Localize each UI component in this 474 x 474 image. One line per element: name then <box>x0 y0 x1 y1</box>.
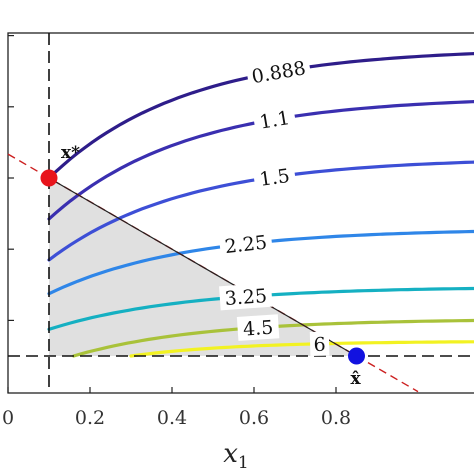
contour-label-group: 4.5 <box>236 314 280 341</box>
contour-label-text: 4.5 <box>242 317 274 341</box>
x-tick-label: 0.2 <box>75 407 105 429</box>
hat-point <box>348 347 365 365</box>
contour-label-text: 6 <box>313 334 326 356</box>
contour-label-background <box>252 162 297 192</box>
optimal-point <box>40 169 58 187</box>
contour-label-background <box>218 229 273 259</box>
x-tick-label: 0.4 <box>157 407 187 429</box>
hat-point-label: x̂ <box>351 369 362 389</box>
contour-label-group: 3.25 <box>219 282 273 311</box>
feasible-edge <box>48 177 357 357</box>
plot-frame <box>7 32 474 394</box>
x-tick-label: 0.6 <box>239 407 269 429</box>
contour-label-text: 2.25 <box>224 232 268 259</box>
contour-label-background <box>245 54 312 89</box>
contour-label-text: 1.5 <box>258 165 291 191</box>
contour-label-text: 1.1 <box>258 107 291 134</box>
contour-label-background <box>236 314 280 341</box>
contour-label-group: 6 <box>309 331 330 357</box>
contour-label-group: 1.5 <box>252 162 297 192</box>
x-axis-label: x1 <box>223 439 249 473</box>
x-tick-label: 0 <box>2 407 14 429</box>
contour-line-6 <box>129 340 474 358</box>
contour-label-group: 1.1 <box>252 104 297 135</box>
contour-label-text: 3.25 <box>224 285 268 310</box>
contour-label-background <box>219 282 273 311</box>
optimal-point-label: x* <box>61 143 80 163</box>
x-tick-label: 0.8 <box>321 407 351 429</box>
contour-label-group: 2.25 <box>218 229 273 259</box>
contour-label-background <box>252 104 297 135</box>
contour-label-background <box>309 331 330 357</box>
